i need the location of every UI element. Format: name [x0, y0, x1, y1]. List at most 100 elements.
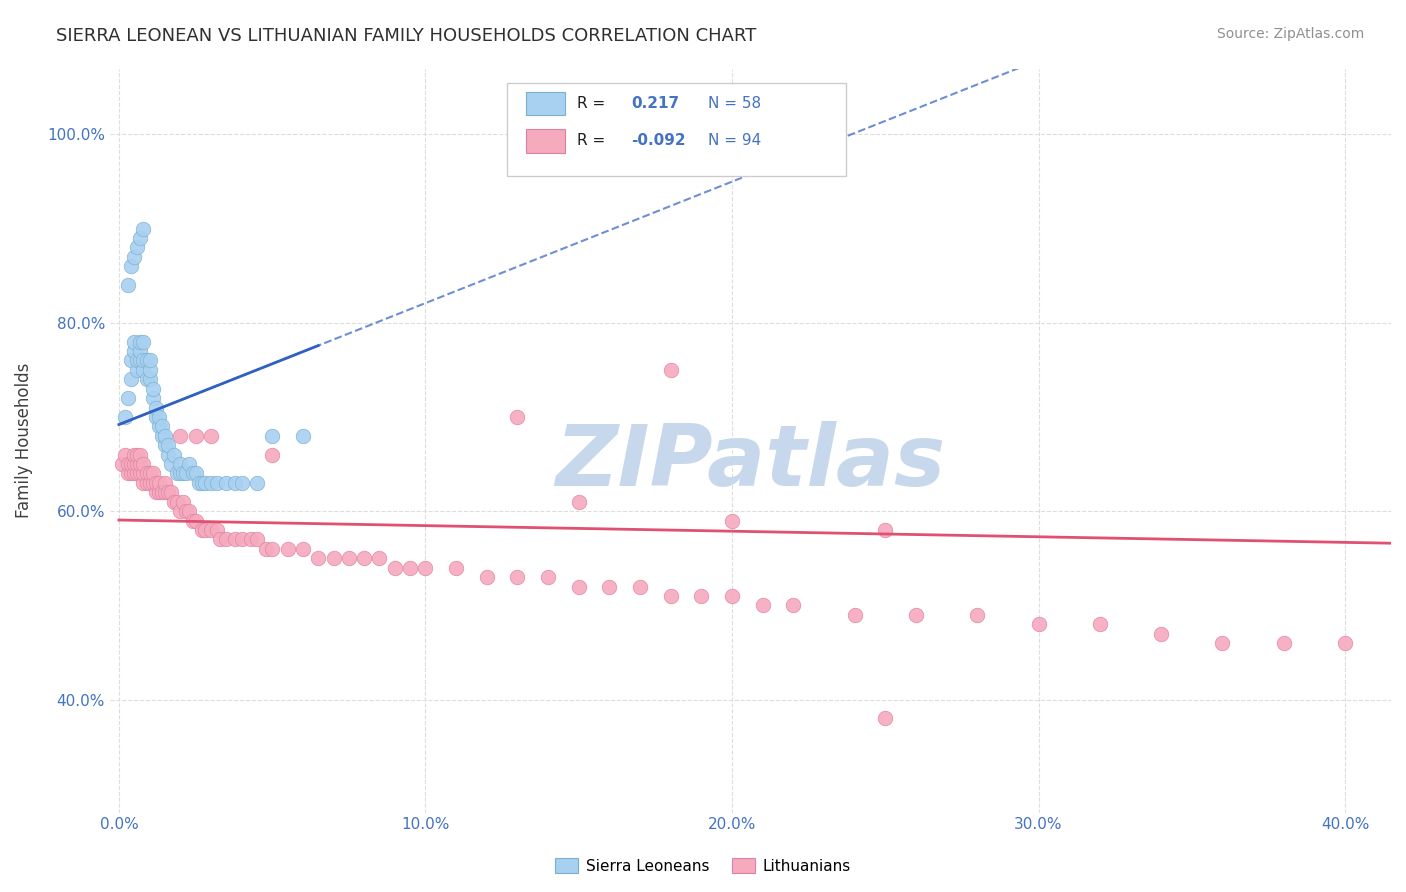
FancyBboxPatch shape: [526, 92, 565, 115]
Point: [262, 448, 284, 462]
Point: [215, 533, 238, 547]
Point: [205, 475, 228, 490]
Point: [415, 560, 437, 574]
Point: [148, 419, 170, 434]
Point: [153, 475, 176, 490]
Point: [190, 523, 212, 537]
Point: [135, 475, 157, 490]
Point: [721, 589, 744, 603]
Point: [120, 372, 142, 386]
Point: [129, 344, 152, 359]
Point: [142, 475, 165, 490]
Point: [1211, 636, 1233, 650]
Point: [181, 514, 204, 528]
Point: [254, 541, 277, 556]
Point: [138, 353, 160, 368]
Point: [875, 711, 897, 725]
Point: [184, 514, 207, 528]
Point: [1088, 617, 1111, 632]
Point: [200, 429, 222, 443]
Point: [239, 533, 262, 547]
Point: [215, 475, 238, 490]
Point: [145, 475, 167, 490]
Point: [721, 514, 744, 528]
Point: [138, 467, 160, 481]
Point: [150, 485, 173, 500]
Text: 0.217: 0.217: [631, 96, 679, 111]
Point: [135, 372, 157, 386]
Point: [135, 353, 157, 368]
Point: [120, 260, 142, 274]
Point: [399, 560, 422, 574]
Point: [117, 467, 139, 481]
Point: [200, 523, 222, 537]
Point: [166, 467, 188, 481]
Point: [142, 382, 165, 396]
Point: [156, 485, 179, 500]
Point: [506, 409, 529, 424]
Text: R =: R =: [578, 96, 606, 111]
Point: [127, 363, 149, 377]
Point: [160, 485, 183, 500]
Point: [169, 429, 191, 443]
Point: [145, 485, 167, 500]
Point: [150, 429, 173, 443]
Point: [190, 475, 212, 490]
Point: [205, 523, 228, 537]
Text: SIERRA LEONEAN VS LITHUANIAN FAMILY HOUSEHOLDS CORRELATION CHART: SIERRA LEONEAN VS LITHUANIAN FAMILY HOUS…: [56, 27, 756, 45]
Point: [148, 409, 170, 424]
Point: [1272, 636, 1295, 650]
Point: [475, 570, 498, 584]
Point: [184, 429, 207, 443]
Point: [153, 429, 176, 443]
Text: R =: R =: [578, 133, 606, 148]
Point: [337, 551, 360, 566]
Text: N = 58: N = 58: [709, 96, 761, 111]
Point: [568, 494, 591, 508]
FancyBboxPatch shape: [508, 83, 846, 177]
Point: [368, 551, 391, 566]
Point: [153, 485, 176, 500]
Point: [782, 599, 804, 613]
Point: [132, 467, 155, 481]
Point: [194, 523, 217, 537]
Point: [120, 457, 142, 471]
Text: N = 94: N = 94: [709, 133, 761, 148]
Point: [353, 551, 375, 566]
Point: [129, 457, 152, 471]
Point: [200, 475, 222, 490]
Point: [166, 494, 188, 508]
Point: [160, 457, 183, 471]
Point: [129, 448, 152, 462]
Point: [156, 438, 179, 452]
Point: [209, 533, 232, 547]
Point: [224, 533, 246, 547]
Point: [277, 541, 299, 556]
Point: [122, 344, 145, 359]
Point: [129, 467, 152, 481]
Point: [179, 504, 201, 518]
Point: [1028, 617, 1050, 632]
Point: [659, 363, 682, 377]
Point: [163, 494, 186, 508]
Point: [132, 221, 155, 235]
Point: [120, 353, 142, 368]
FancyBboxPatch shape: [526, 128, 565, 153]
Point: [169, 457, 191, 471]
Point: [1150, 626, 1173, 640]
Point: [145, 401, 167, 415]
Point: [132, 457, 155, 471]
Point: [176, 467, 198, 481]
Point: [114, 409, 136, 424]
Point: [122, 448, 145, 462]
Text: ZIPatlas: ZIPatlas: [555, 421, 945, 504]
Point: [384, 560, 406, 574]
Point: [444, 560, 467, 574]
Point: [129, 334, 152, 349]
Point: [231, 475, 253, 490]
Point: [169, 467, 191, 481]
Point: [127, 240, 149, 254]
Point: [153, 438, 176, 452]
Point: [132, 363, 155, 377]
Point: [322, 551, 344, 566]
